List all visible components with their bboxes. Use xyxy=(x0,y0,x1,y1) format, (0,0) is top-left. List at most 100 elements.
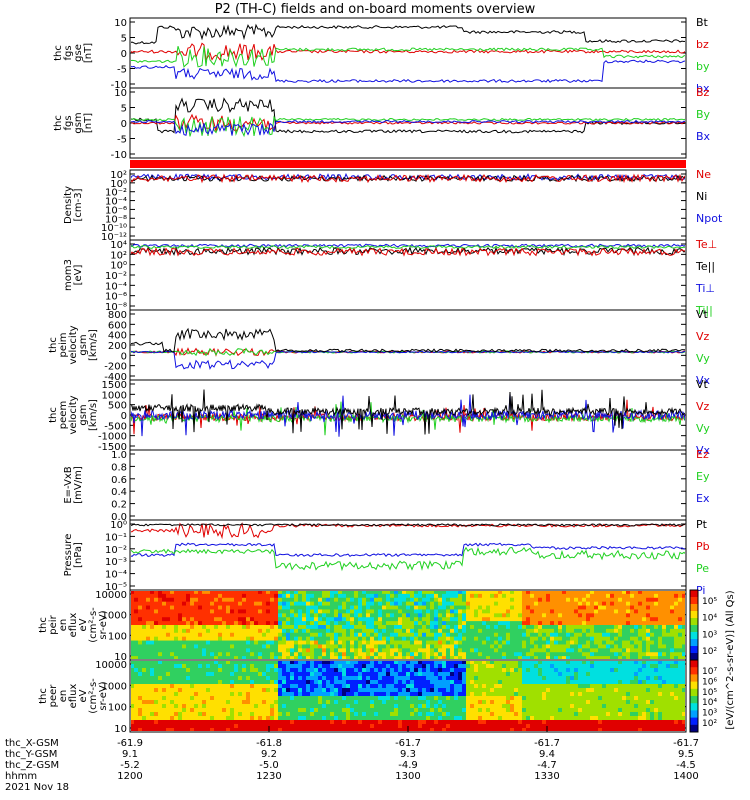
y-tick-label: 1000 xyxy=(102,611,127,622)
y-axis-label: (cm²-s- xyxy=(88,607,99,643)
x-tick-label: 9.3 xyxy=(400,749,416,760)
y-tick-label: 10⁻⁸ xyxy=(105,302,127,313)
legend-Te⊥: Te⊥ xyxy=(695,238,717,251)
y-axis-label: (cm²-s- xyxy=(88,678,99,714)
y-tick-label: 10² xyxy=(110,170,127,181)
y-tick-label: -10 xyxy=(111,80,127,91)
y-tick-label: 200 xyxy=(108,341,127,352)
y-axis-label: peim xyxy=(58,332,69,357)
colorbar-peir: 10⁵ 10⁴ 10³ 10² xyxy=(689,589,717,661)
legend-Vt: Vt xyxy=(696,378,709,391)
colorbar-tick: 10⁶ xyxy=(702,677,717,687)
y-axis-label: [nT] xyxy=(83,113,94,133)
legend-Ni: Ni xyxy=(696,190,707,203)
y-tick-label: 10 xyxy=(114,652,127,663)
legend-Pe: Pe xyxy=(696,562,709,575)
y-tick-label: 5 xyxy=(121,104,127,115)
y-tick-label: 10⁻⁴ xyxy=(105,570,127,581)
y-axis-label: eV xyxy=(78,618,89,631)
y-tick-label: 10 xyxy=(114,724,127,735)
x-tick-label: 1400 xyxy=(673,771,698,782)
legend-Pb: Pb xyxy=(696,540,710,553)
y-tick-label: 10⁻¹⁰ xyxy=(101,223,127,234)
colorbar-label: [eV/(cm^2-s-sr-eV)] (All Qs) xyxy=(725,590,736,729)
y-tick-label: -10 xyxy=(111,150,127,161)
y-tick-label: -5 xyxy=(117,135,127,146)
y-axis-label: mom3 xyxy=(63,259,74,291)
y-axis-label: velocity xyxy=(68,395,79,434)
y-axis-label: fgs xyxy=(63,115,74,130)
legend-by: by xyxy=(696,60,710,73)
colorbar-tick: 10⁷ xyxy=(702,667,717,677)
y-axis-label: gsm xyxy=(73,112,84,133)
x-tick-label: 9.5 xyxy=(678,749,694,760)
y-axis-label: [km/s] xyxy=(88,399,99,431)
y-tick-label: 800 xyxy=(108,310,127,321)
y-tick-label: 500 xyxy=(108,401,127,412)
x-row-label: hhmm xyxy=(5,771,37,782)
y-tick-label: 10⁻² xyxy=(105,271,127,282)
y-tick-label: 1.0 xyxy=(111,450,127,461)
y-tick-label: 0.4 xyxy=(111,487,127,498)
panel-fgs-gsm: 10 5 0 -5 -10 thc fgs gsm [nT] Bz By Bx xyxy=(53,86,711,161)
colorbar-tick: 10² xyxy=(702,647,717,657)
y-axis-label: fgs xyxy=(63,45,74,60)
y-tick-label: 10⁻⁴ xyxy=(105,197,127,208)
x-tick-label: -4.9 xyxy=(398,760,418,771)
y-tick-label: 10⁻⁸ xyxy=(105,214,127,225)
chart-title: P2 (TH-C) fields and on-board moments ov… xyxy=(214,2,536,17)
y-tick-label: 100 xyxy=(108,703,127,714)
panel-data-fgs-gsm xyxy=(131,97,685,138)
y-tick-label: 1000 xyxy=(102,681,127,692)
colorbar-tick: 10⁵ xyxy=(702,597,717,607)
y-tick-label: -1000 xyxy=(98,432,127,443)
legend-Bt: Bt xyxy=(696,16,709,29)
x-tick-label: -5.2 xyxy=(120,760,140,771)
x-tick-label: -61.7 xyxy=(534,738,560,749)
y-tick-label: 10⁰ xyxy=(110,179,127,190)
panel-data-density xyxy=(131,172,685,184)
legend-Ti⊥: Ti⊥ xyxy=(695,282,715,295)
y-tick-label: 10⁻² xyxy=(105,545,127,556)
legend-Te||: Te|| xyxy=(695,260,715,273)
y-axis-label: velocity xyxy=(68,325,79,364)
legend-Ex: Ex xyxy=(696,492,710,505)
y-axis-label: sr-eV) xyxy=(98,610,109,639)
y-axis-label: [mV/m] xyxy=(73,466,84,504)
colorbar-tick: 10³ xyxy=(702,630,717,640)
colorbar-tick: 10⁵ xyxy=(702,688,717,698)
y-axis-label: peer xyxy=(48,684,59,708)
x-tick-label: -4.5 xyxy=(676,760,696,771)
colorbar-tick: 10² xyxy=(702,719,717,729)
panel-data-temp xyxy=(131,243,685,257)
y-tick-label: -200 xyxy=(104,362,127,373)
y-axis-label: [nT] xyxy=(83,43,94,63)
colorbar-tick: 10⁴ xyxy=(702,614,717,624)
y-axis-label: thc xyxy=(38,617,49,633)
panel-frame xyxy=(129,309,687,381)
y-axis-label: gsm xyxy=(78,334,89,355)
y-tick-label: 1000 xyxy=(102,390,127,401)
panel-data-peem-vel xyxy=(131,389,685,437)
y-tick-label: 10000 xyxy=(95,660,127,671)
y-axis-label: eV xyxy=(78,689,89,702)
y-tick-label: 0 xyxy=(121,49,127,60)
legend-Vt: Vt xyxy=(696,308,709,321)
x-tick-label: 1300 xyxy=(395,771,420,782)
colorbar-tick: 10⁴ xyxy=(702,698,717,708)
x-tick-label: -4.7 xyxy=(537,760,557,771)
panel-data-peir xyxy=(131,591,685,659)
y-tick-label: 10⁴ xyxy=(110,240,127,251)
x-tick-label: -61.8 xyxy=(256,738,282,749)
colorbar-tick: 10³ xyxy=(702,709,717,719)
y-tick-label: 0 xyxy=(121,351,127,362)
quality-flag-bar xyxy=(130,160,686,168)
y-axis-label: eflux xyxy=(68,684,79,709)
y-tick-label: 5 xyxy=(121,34,127,45)
legend-Ne: Ne xyxy=(696,168,711,181)
legend-Pt: Pt xyxy=(696,518,708,531)
